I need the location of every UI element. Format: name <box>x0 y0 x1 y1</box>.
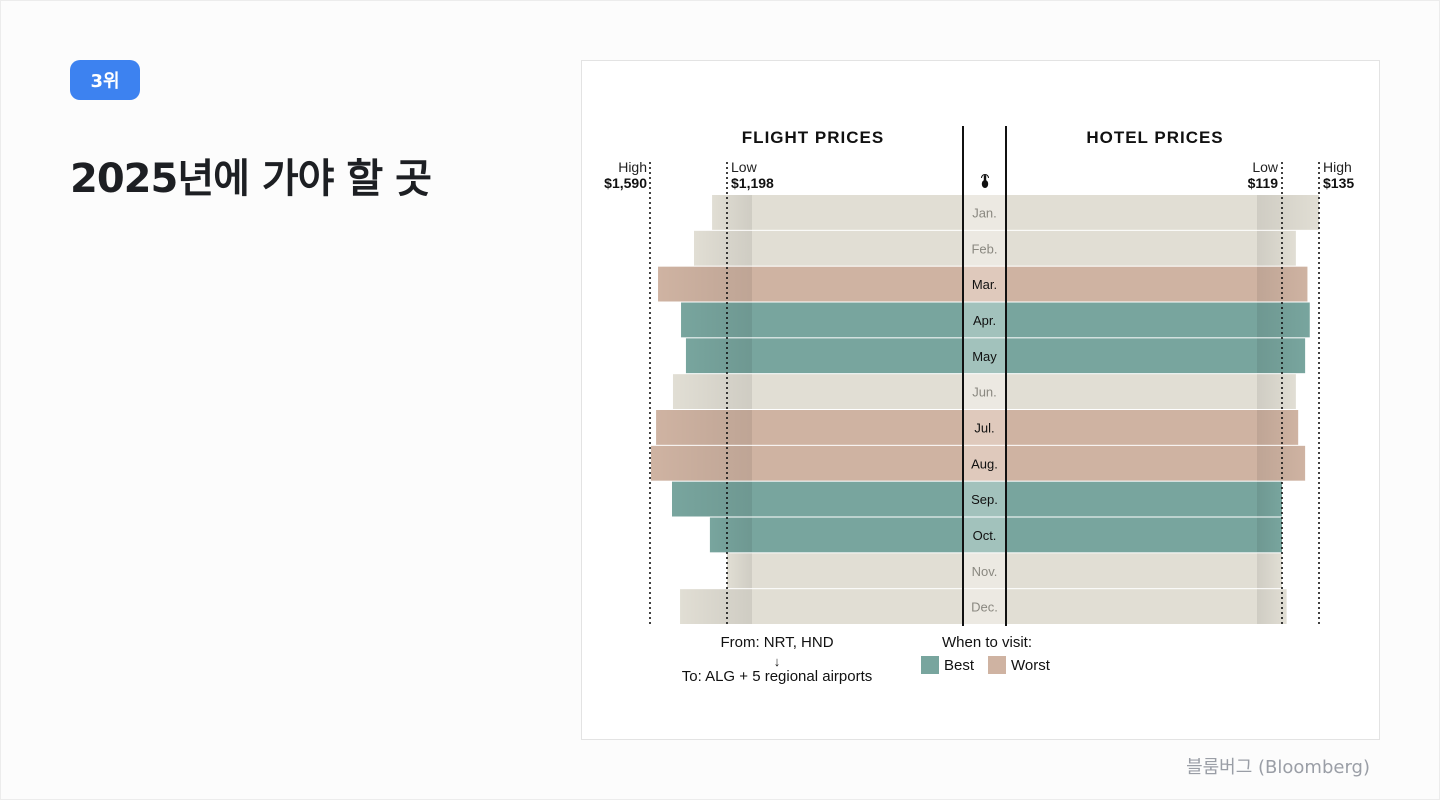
month-label-jul: Jul. <box>974 420 994 435</box>
hotel-low-value: $119 <box>1248 175 1279 191</box>
flight-low-label: Low <box>731 159 758 175</box>
hotel-bar-shade-may <box>1257 338 1306 374</box>
hotel-bar-shade-nov <box>1257 553 1282 589</box>
legend-swatch-worst <box>988 656 1006 674</box>
flight-bar-shade-jul <box>656 410 752 445</box>
hotel-bar-jul <box>1006 410 1299 445</box>
month-label-aug: Aug. <box>971 456 998 471</box>
flight-bar-shade-mar <box>658 266 752 302</box>
flight-bar-jan <box>712 195 963 230</box>
rank-badge: 3위 <box>70 60 140 100</box>
route-to: To: ALG + 5 regional airports <box>682 668 873 685</box>
month-cell-aug <box>963 445 1006 481</box>
flight-bar-shade-jan <box>712 195 752 230</box>
month-label-sep: Sep. <box>971 492 998 507</box>
flight-bar-shade-may <box>685 338 752 374</box>
hotel-high-label: High <box>1323 159 1352 175</box>
legend-label-worst: Worst <box>1011 657 1051 674</box>
hotel-bar-shade-jan <box>1257 195 1319 230</box>
hotel-low-label: Low <box>1252 159 1279 175</box>
hotel-prices-title: HOTEL PRICES <box>1086 128 1223 147</box>
flight-bar-shade-oct <box>709 517 752 553</box>
source-caption: 블룸버그 (Bloomberg) <box>1186 757 1370 778</box>
hotel-bar-dec <box>1006 589 1287 624</box>
route-from: From: NRT, HND <box>720 634 833 651</box>
month-label-nov: Nov. <box>972 564 998 579</box>
flight-bar-shade-jun <box>672 374 752 409</box>
flight-low-value: $1,198 <box>731 175 774 191</box>
month-cell-mar <box>963 266 1006 302</box>
hotel-bar-shade-oct <box>1257 517 1282 553</box>
month-label-jan: Jan. <box>972 205 997 220</box>
month-cell-oct <box>963 517 1006 553</box>
hotel-bar-aug <box>1006 445 1306 481</box>
hotel-bar-sep <box>1006 481 1282 517</box>
hotel-bar-shade-jun <box>1257 374 1296 409</box>
flight-prices-title: FLIGHT PRICES <box>742 128 884 147</box>
flight-bar-shade-feb <box>694 230 752 266</box>
month-cell-dec <box>963 589 1006 624</box>
down-arrow-icon: ↓ <box>774 654 781 669</box>
month-label-dec: Dec. <box>971 600 998 615</box>
tap-hand-icon <box>981 174 989 188</box>
legend-swatch-best <box>921 656 939 674</box>
hotel-bar-nov <box>1006 553 1282 589</box>
flight-bar-shade-nov <box>727 553 752 589</box>
flight-bar-oct <box>709 517 963 553</box>
hotel-bar-may <box>1006 338 1306 374</box>
month-cell-sep <box>963 481 1006 517</box>
month-label-may: May <box>972 349 997 364</box>
flight-high-label: High <box>618 159 647 175</box>
page-title: 2025년에 가야 할 곳 <box>70 156 432 202</box>
flight-bar-nov <box>727 553 963 589</box>
hotel-high-value: $135 <box>1323 175 1354 191</box>
flight-bar-shade-apr <box>681 302 752 338</box>
flight-bar-shade-sep <box>672 481 752 517</box>
month-label-apr: Apr. <box>973 313 996 328</box>
hotel-bar-shade-apr <box>1257 302 1310 338</box>
hotel-bar-shade-sep <box>1257 481 1282 517</box>
hotel-bar-shade-aug <box>1257 445 1306 481</box>
month-cell-nov <box>963 553 1006 589</box>
month-cell-jul <box>963 410 1006 445</box>
month-cell-jan <box>963 195 1006 230</box>
hotel-bar-oct <box>1006 517 1282 553</box>
flight-bar-shade-dec <box>680 589 752 624</box>
legend-title: When to visit: <box>942 634 1032 651</box>
month-cell-jun <box>963 374 1006 409</box>
hotel-bar-shade-jul <box>1257 410 1299 445</box>
hotel-bar-jun <box>1006 374 1296 409</box>
month-label-oct: Oct. <box>973 528 997 543</box>
month-label-jun: Jun. <box>972 385 997 400</box>
month-cell-may <box>963 338 1006 374</box>
month-label-feb: Feb. <box>971 241 997 256</box>
hotel-bar-shade-mar <box>1257 266 1308 302</box>
flight-bar-shade-aug <box>650 445 752 481</box>
month-cell-feb <box>963 230 1006 266</box>
month-cell-apr <box>963 302 1006 338</box>
flight-high-value: $1,590 <box>604 175 647 191</box>
month-label-mar: Mar. <box>972 277 997 292</box>
legend-label-best: Best <box>944 657 975 674</box>
hotel-bar-shade-feb <box>1257 230 1296 266</box>
hotel-bar-feb <box>1006 230 1296 266</box>
